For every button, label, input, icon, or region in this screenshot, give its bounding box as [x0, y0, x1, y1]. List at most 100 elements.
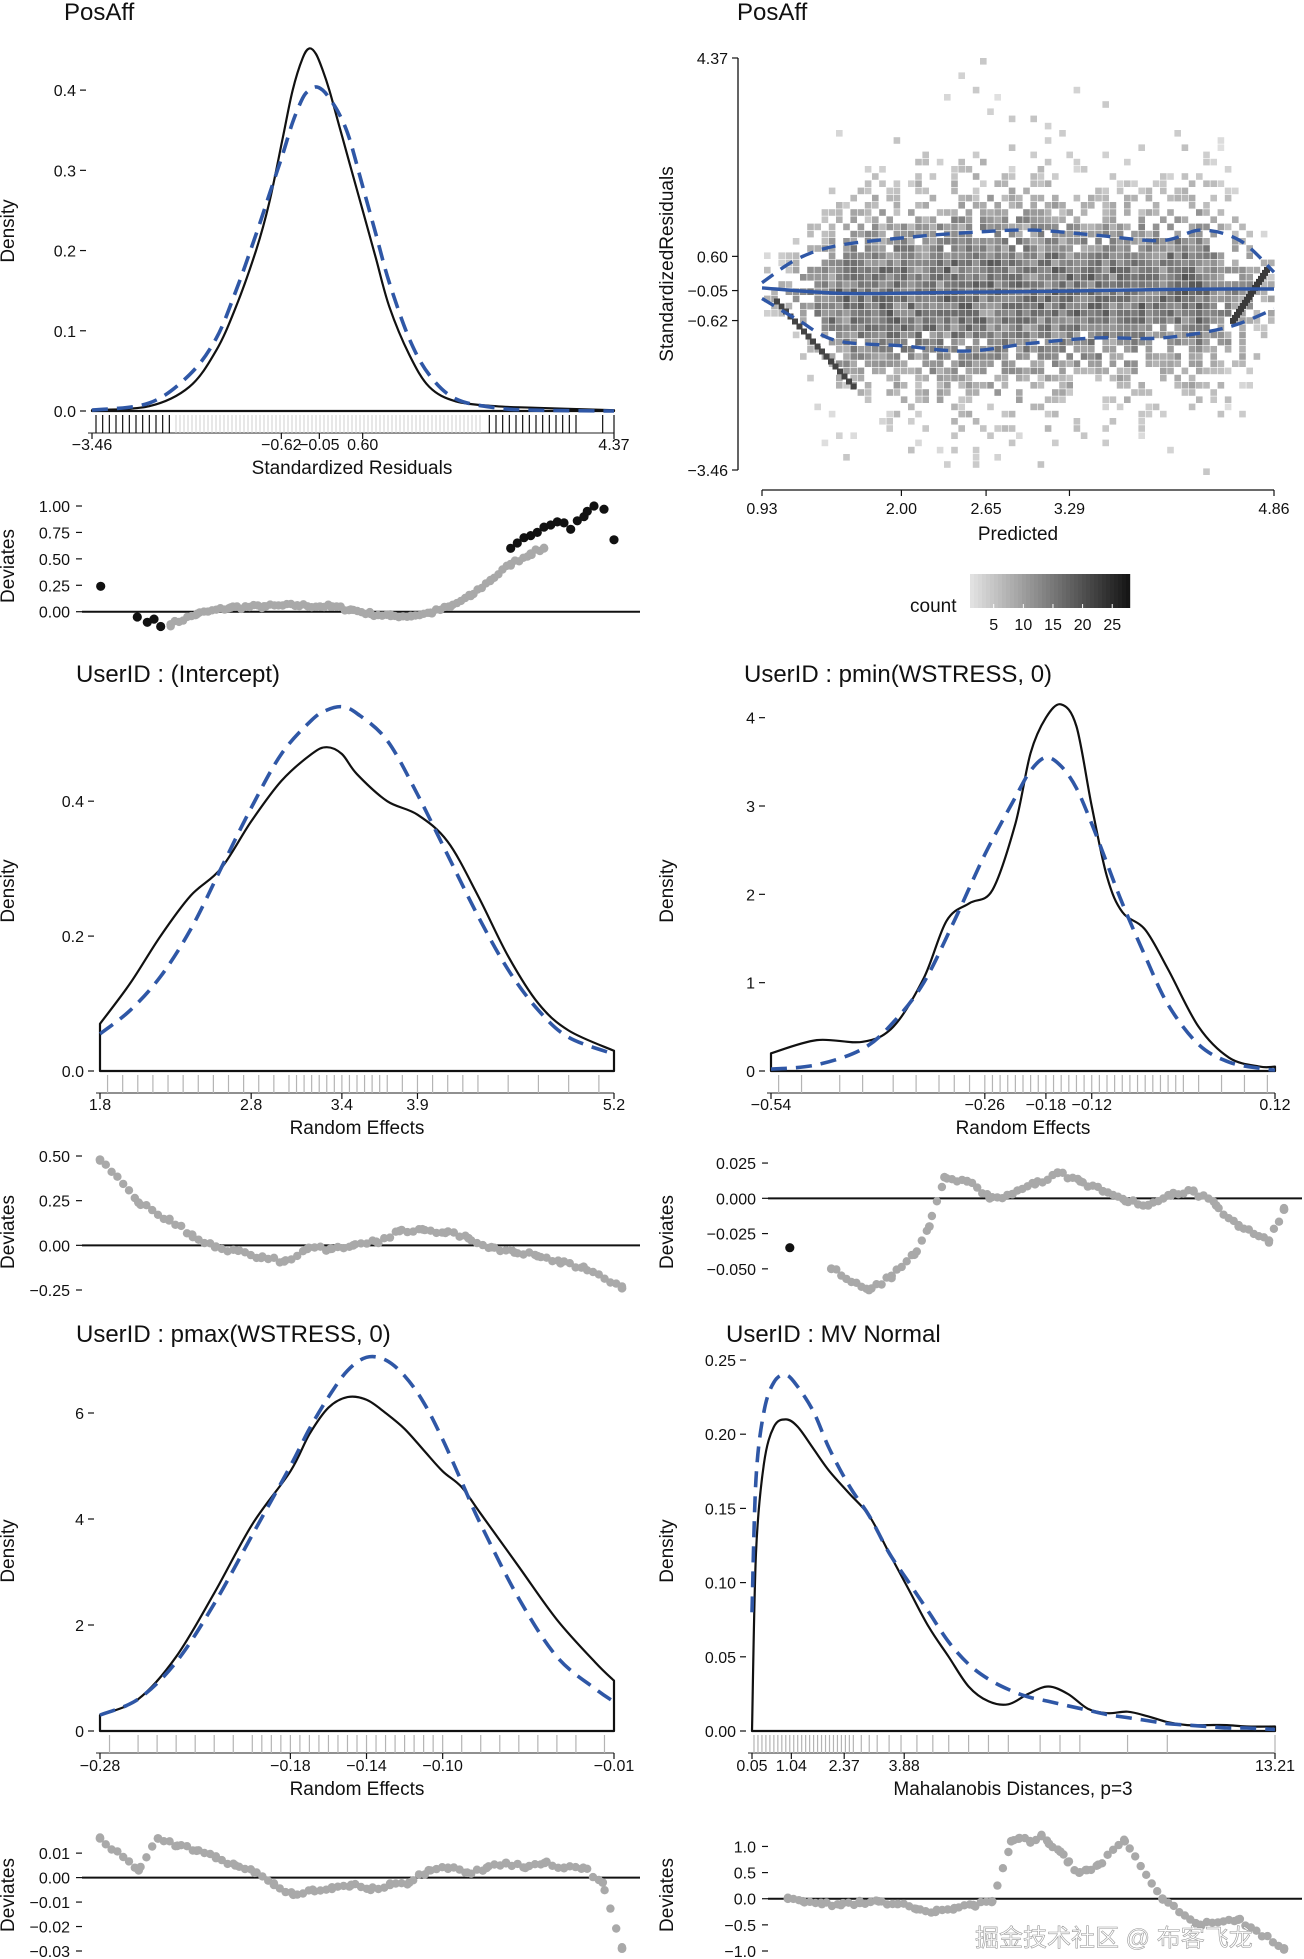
legend-swatch [1034, 574, 1039, 608]
hex-cell [1174, 288, 1181, 295]
hex-cell [1210, 295, 1217, 303]
hex-cell [1217, 310, 1225, 317]
legend-swatch [1030, 574, 1035, 608]
hex-cell [1203, 331, 1210, 339]
hex-cell [944, 461, 951, 468]
hex-cell [1131, 180, 1138, 187]
hex-cell [994, 180, 1001, 187]
hex-cell [807, 223, 814, 231]
hex-cell [1030, 194, 1037, 202]
hex-cell [1044, 238, 1052, 245]
hex-cell [1167, 353, 1174, 360]
hex-cell [850, 310, 857, 317]
hex-cell [778, 310, 785, 317]
x-tick-label: 2.65 [971, 501, 1002, 518]
hex-cell [1016, 317, 1023, 324]
hex-cell [1224, 281, 1232, 288]
hex-cell [1044, 346, 1052, 353]
hex-cell [1088, 360, 1095, 367]
hex-cell [915, 353, 922, 360]
hex-cell [850, 383, 857, 390]
hex-cell [872, 216, 879, 223]
deviate-point [1053, 1168, 1062, 1178]
hex-cell [1181, 324, 1189, 331]
hex-cell [1188, 338, 1196, 346]
hex-cell [886, 216, 893, 223]
hex-cell [1210, 302, 1217, 310]
hex-cell [1023, 245, 1030, 252]
x-tick-label: 2.8 [240, 1097, 262, 1114]
hex-cell [922, 425, 929, 432]
deviate-point [1103, 1850, 1112, 1860]
hex-cell [922, 223, 929, 231]
hex-cell [1174, 238, 1181, 245]
hex-cell [1152, 230, 1160, 238]
hex-cell [951, 180, 958, 187]
x-tick-label: −0.62 [261, 437, 302, 454]
deviate-point [441, 1228, 450, 1238]
hex-cell [1188, 389, 1196, 396]
hex-cell [1160, 295, 1167, 303]
hex-cell [936, 331, 944, 339]
panel-title: PosAff [737, 0, 808, 26]
hex-cell [836, 324, 843, 331]
hex-cell [1246, 281, 1253, 288]
hex-cell [1066, 295, 1073, 303]
deviate-point [874, 1896, 884, 1906]
hex-cell [1080, 238, 1088, 245]
hex-cell [886, 374, 893, 382]
hex-cell [1203, 266, 1210, 274]
hex-cell [1095, 187, 1102, 195]
legend-swatch [1050, 574, 1055, 608]
hex-cell [1138, 317, 1145, 324]
hex-cell [915, 331, 922, 339]
hex-cell [1230, 317, 1236, 324]
legend-swatch [1118, 574, 1123, 608]
hex-cell [1008, 410, 1016, 418]
hex-cell [1066, 151, 1073, 159]
hex-cell [1260, 288, 1268, 295]
hex-cell [1080, 317, 1088, 324]
hex-cell [1066, 259, 1073, 267]
hex-cell [1102, 230, 1109, 238]
hex-cell [1174, 317, 1181, 324]
hex-cell [778, 303, 785, 310]
hex-cell [1138, 288, 1145, 295]
y-tick-label: 0.0 [62, 1064, 84, 1081]
y-axis-label: Deviates [0, 1858, 19, 1932]
legend-swatch [1042, 574, 1047, 608]
hex-cell [1037, 281, 1045, 288]
hex-cell [828, 358, 834, 365]
hex-cell [1210, 360, 1217, 367]
hex-cell [1037, 317, 1045, 324]
hex-cell [965, 252, 973, 259]
hex-cell [1059, 252, 1066, 259]
deviate-point [925, 1222, 934, 1231]
hex-cell [1217, 252, 1225, 259]
hex-cell [1052, 223, 1059, 231]
hex-cell [1152, 209, 1160, 216]
legend-swatch [1026, 574, 1031, 608]
hex-cell [1016, 202, 1023, 209]
x-tick-label: 0.60 [347, 437, 378, 454]
hex-cell [915, 158, 922, 166]
hex-cell [857, 187, 865, 195]
hex-cell [951, 230, 958, 238]
deviate-point [395, 1226, 404, 1236]
hex-cell [994, 302, 1001, 310]
hex-cell [836, 374, 843, 382]
hex-cell [821, 310, 829, 317]
hex-cell [1080, 209, 1088, 216]
hex-cell [987, 403, 994, 411]
hex-cell [972, 346, 980, 353]
hex-cell [1210, 281, 1217, 288]
hex-cell [850, 281, 857, 288]
hex-cell [1037, 353, 1045, 360]
hex-cell [980, 382, 987, 389]
deviate-point [404, 1878, 414, 1887]
y-tick-label: 4 [746, 711, 755, 728]
hex-cell [936, 302, 944, 310]
hex-cell [1217, 259, 1225, 267]
hex-cell [893, 274, 901, 281]
hex-cell [1059, 338, 1066, 346]
